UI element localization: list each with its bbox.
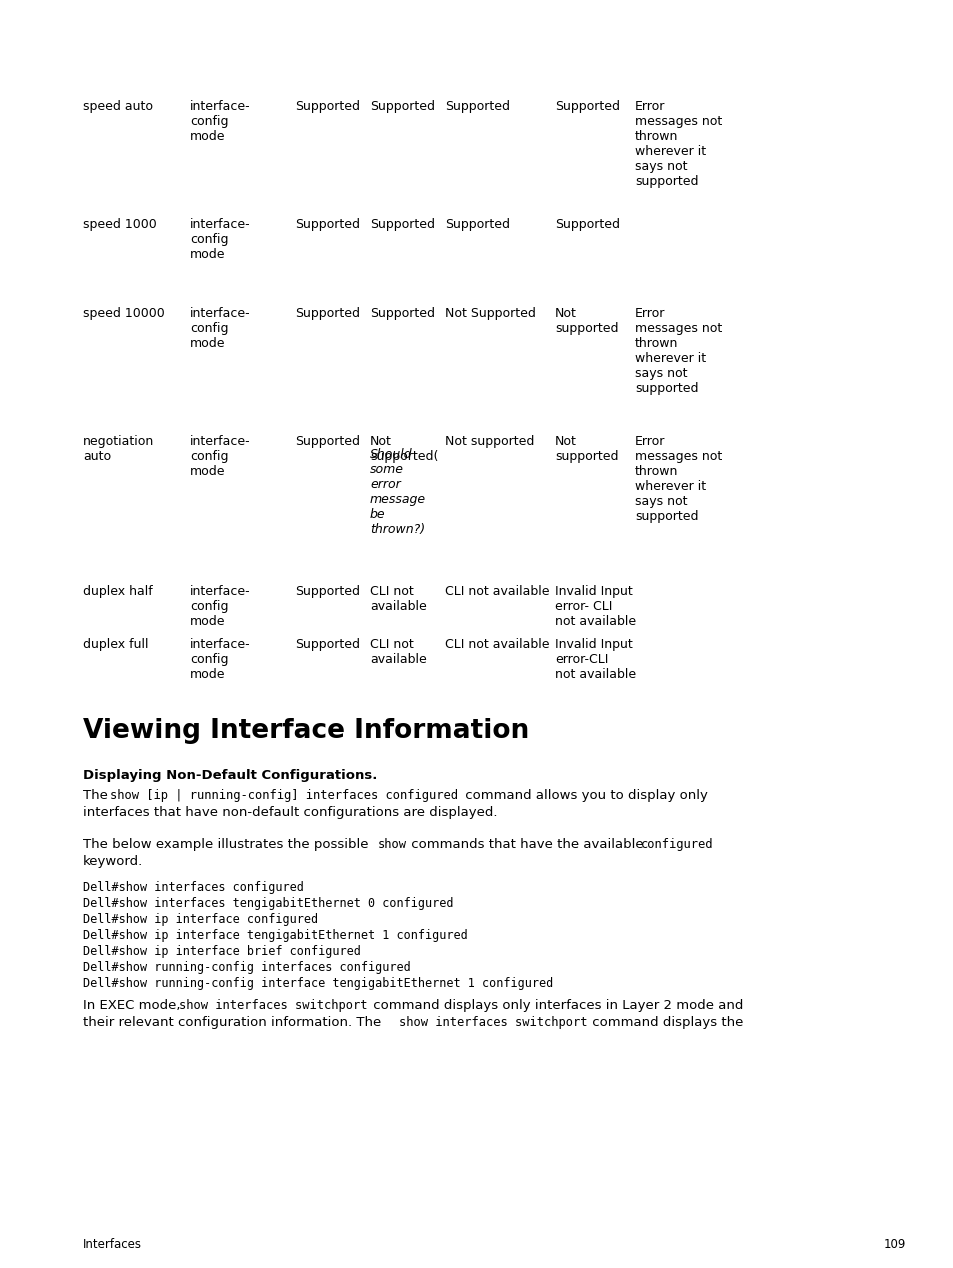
Text: Supported: Supported	[555, 100, 619, 113]
Text: Invalid Input
error-CLI
not available: Invalid Input error-CLI not available	[555, 638, 636, 681]
Text: Dell#show ip interface configured: Dell#show ip interface configured	[83, 913, 317, 926]
Text: command displays the: command displays the	[588, 1016, 743, 1030]
Text: Dell#show interfaces tengigabitEthernet 0 configured: Dell#show interfaces tengigabitEthernet …	[83, 896, 453, 910]
Text: The: The	[83, 789, 112, 801]
Text: Error
messages not
thrown
wherever it
says not
supported: Error messages not thrown wherever it sa…	[635, 435, 721, 522]
Text: 109: 109	[883, 1238, 905, 1252]
Text: command allows you to display only: command allows you to display only	[460, 789, 707, 801]
Text: Supported: Supported	[294, 585, 359, 598]
Text: Dell#show ip interface tengigabitEthernet 1 configured: Dell#show ip interface tengigabitEtherne…	[83, 929, 467, 942]
Text: show interfaces switchport: show interfaces switchport	[398, 1016, 586, 1030]
Text: interface-
config
mode: interface- config mode	[190, 218, 251, 261]
Text: The below example illustrates the possible: The below example illustrates the possib…	[83, 838, 373, 851]
Text: interface-
config
mode: interface- config mode	[190, 585, 251, 628]
Text: Supported: Supported	[294, 218, 359, 231]
Text: interface-
config
mode: interface- config mode	[190, 307, 251, 350]
Text: CLI not
available: CLI not available	[370, 585, 426, 612]
Text: Not
supported(: Not supported(	[370, 435, 438, 463]
Text: interface-
config
mode: interface- config mode	[190, 435, 251, 478]
Text: In EXEC mode,: In EXEC mode,	[83, 999, 185, 1012]
Text: Dell#show running-config interfaces configured: Dell#show running-config interfaces conf…	[83, 961, 411, 974]
Text: Supported: Supported	[294, 100, 359, 113]
Text: negotiation
auto: negotiation auto	[83, 435, 154, 463]
Text: speed 1000: speed 1000	[83, 218, 156, 231]
Text: Error
messages not
thrown
wherever it
says not
supported: Error messages not thrown wherever it sa…	[635, 100, 721, 188]
Text: duplex full: duplex full	[83, 638, 149, 650]
Text: Supported: Supported	[444, 218, 510, 231]
Text: show: show	[377, 838, 407, 851]
Text: Error
messages not
thrown
wherever it
says not
supported: Error messages not thrown wherever it sa…	[635, 307, 721, 396]
Text: speed auto: speed auto	[83, 100, 152, 113]
Text: Not
supported: Not supported	[555, 307, 618, 335]
Text: interfaces that have non-default configurations are displayed.: interfaces that have non-default configu…	[83, 806, 497, 819]
Text: their relevant configuration information. The: their relevant configuration information…	[83, 1016, 385, 1030]
Text: commands that have the available: commands that have the available	[407, 838, 647, 851]
Text: Not Supported: Not Supported	[444, 307, 536, 320]
Text: CLI not available: CLI not available	[444, 638, 549, 650]
Text: Supported: Supported	[370, 100, 435, 113]
Text: Dell#show running-config interface tengigabitEthernet 1 configured: Dell#show running-config interface tengi…	[83, 978, 553, 990]
Text: Should
some
error
message
be
thrown?): Should some error message be thrown?)	[370, 448, 426, 536]
Text: command displays only interfaces in Layer 2 mode and: command displays only interfaces in Laye…	[369, 999, 742, 1012]
Text: Dell#show interfaces configured: Dell#show interfaces configured	[83, 881, 304, 894]
Text: Supported: Supported	[294, 638, 359, 650]
Text: speed 10000: speed 10000	[83, 307, 165, 320]
Text: Not
supported: Not supported	[555, 435, 618, 463]
Text: CLI not
available: CLI not available	[370, 638, 426, 666]
Text: Displaying Non-Default Configurations.: Displaying Non-Default Configurations.	[83, 768, 377, 782]
Text: keyword.: keyword.	[83, 855, 143, 869]
Text: Supported: Supported	[555, 218, 619, 231]
Text: interface-
config
mode: interface- config mode	[190, 638, 251, 681]
Text: show interfaces switchport: show interfaces switchport	[179, 999, 367, 1012]
Text: Supported: Supported	[370, 218, 435, 231]
Text: Invalid Input
error- CLI
not available: Invalid Input error- CLI not available	[555, 585, 636, 628]
Text: Supported: Supported	[444, 100, 510, 113]
Text: Viewing Interface Information: Viewing Interface Information	[83, 718, 529, 744]
Text: CLI not available: CLI not available	[444, 585, 549, 598]
Text: duplex half: duplex half	[83, 585, 152, 598]
Text: Interfaces: Interfaces	[83, 1238, 142, 1252]
Text: Not supported: Not supported	[444, 435, 534, 448]
Text: show [ip | running-config] interfaces configured: show [ip | running-config] interfaces co…	[111, 789, 458, 801]
Text: Supported: Supported	[294, 307, 359, 320]
Text: Dell#show ip interface brief configured: Dell#show ip interface brief configured	[83, 945, 360, 959]
Text: configured: configured	[639, 838, 712, 851]
Text: Supported: Supported	[370, 307, 435, 320]
Text: interface-
config
mode: interface- config mode	[190, 100, 251, 143]
Text: Supported: Supported	[294, 435, 359, 448]
